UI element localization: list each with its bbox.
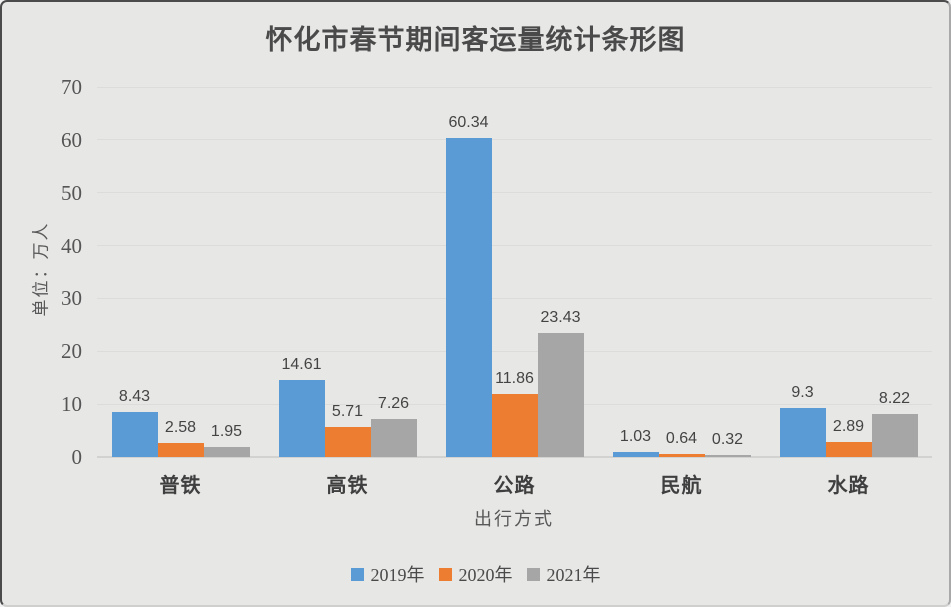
bar-value-label: 60.34 [448,114,489,132]
gridline [97,192,932,194]
y-tick-label: 20 [61,339,82,364]
bar-value-label: 8.43 [118,388,151,406]
bar-value-label: 1.95 [210,422,243,440]
category-label: 高铁 [326,475,369,497]
legend-swatch [526,567,540,581]
y-tick-label: 0 [71,445,83,469]
bar [871,413,918,457]
bar-value-label: 1.03 [619,427,652,445]
bar-value-label: 9.3 [791,383,814,401]
bar [370,418,417,457]
bar [491,394,538,457]
x-axis-line [97,456,932,458]
legend: 2019年 2020年 2021年 [2,561,949,587]
legend-item: 2020年 [438,561,513,587]
gridline [97,139,932,141]
bar [704,455,751,457]
category-label: 公路 [493,475,536,497]
bar-value-label: 0.64 [665,429,698,447]
chart-title: 怀化市春节期间客运量统计条形图 [265,25,686,55]
bar-value-label: 11.86 [495,370,534,388]
bar-value-label: 7.26 [377,394,410,412]
gridline [97,86,932,88]
bar [658,453,705,457]
bar [825,441,872,457]
y-tick-label: 30 [61,286,82,311]
bar [324,426,371,457]
bar [779,407,826,457]
bar [278,379,325,457]
bar [612,451,659,457]
bar-value-label: 8.22 [878,389,911,407]
category-label: 普铁 [159,475,202,497]
y-tick-label: 60 [61,127,82,152]
x-axis-title: 出行方式 [474,509,554,529]
bar-value-label: 0.32 [711,431,744,449]
legend-label: 2021年 [546,565,601,585]
category-label: 民航 [660,475,703,497]
y-tick-label: 10 [61,392,82,417]
gridline [97,297,932,299]
y-tick-label: 50 [61,180,82,205]
bar-value-label: 2.58 [164,419,197,437]
bar-value-label: 5.71 [331,402,364,420]
gridline [97,245,932,247]
bar-value-label: 14.61 [281,355,322,373]
bar [111,412,158,457]
bar [537,333,584,457]
legend-label: 2020年 [458,565,513,585]
legend-swatch [438,567,452,581]
legend-item: 2019年 [350,561,425,587]
plot-area: 普铁 8.43 2.58 1.95 高铁 14.61 5.71 7.26 公路 60.34 11.8… [97,86,932,497]
y-tick-label: 40 [61,233,82,258]
bar [445,138,492,457]
bar [157,443,204,457]
legend-label: 2019年 [370,565,425,585]
gridline [97,350,932,352]
legend-item: 2021年 [526,561,601,587]
legend-swatch [350,567,364,581]
bar-value-label: 23.43 [540,309,581,327]
category-label: 水路 [827,475,870,497]
bar [203,446,250,457]
bar-value-label: 2.89 [832,417,865,435]
y-tick-label: 70 [61,75,82,99]
